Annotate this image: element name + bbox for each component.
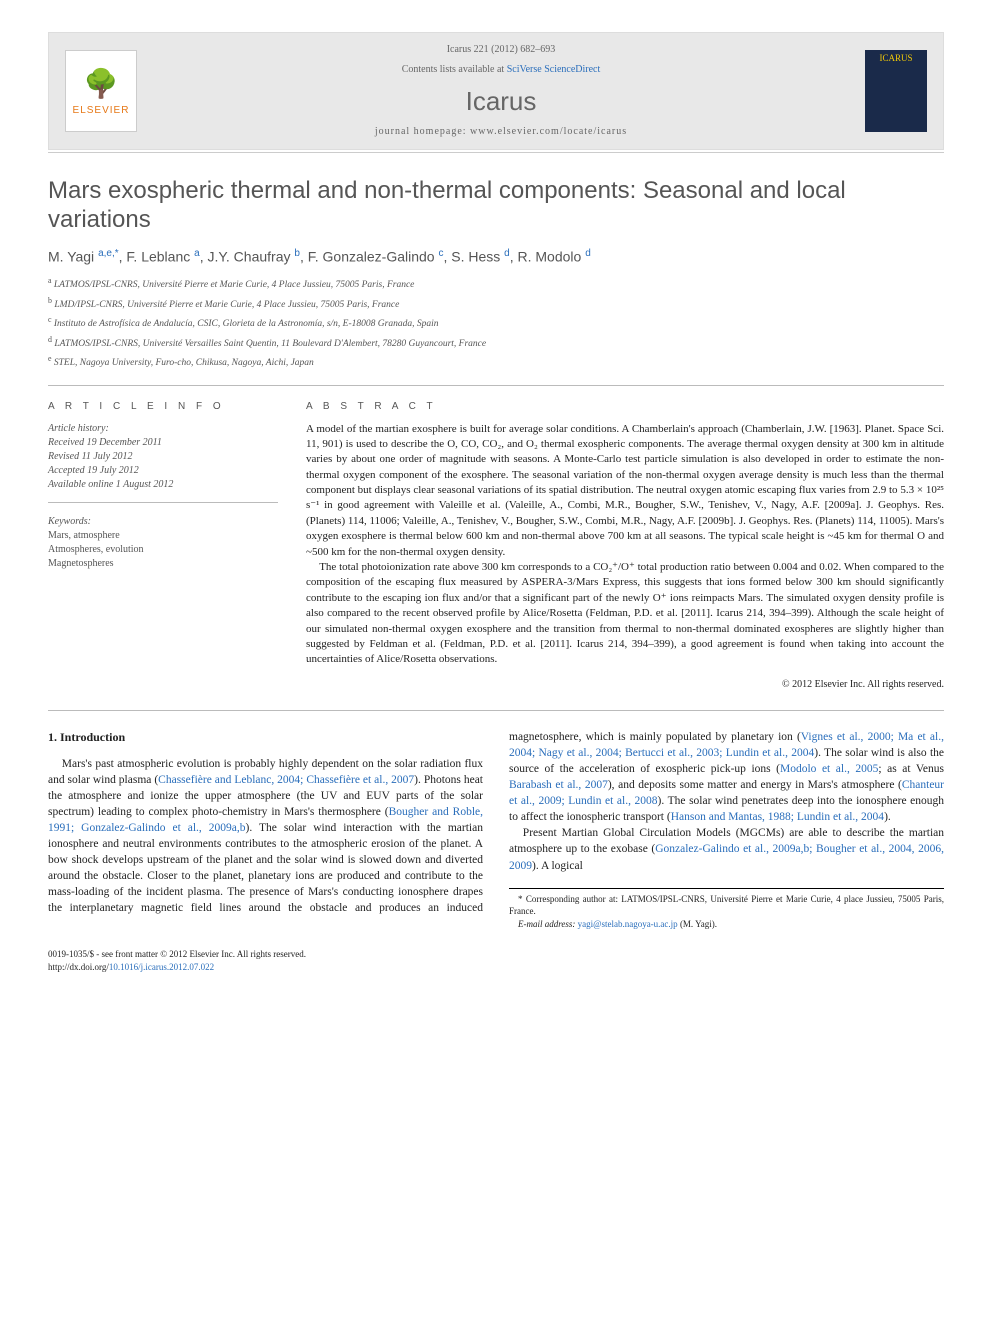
affiliation: d LATMOS/IPSL-CNRS, Université Versaille… bbox=[48, 334, 944, 351]
copyright-line: © 2012 Elsevier Inc. All rights reserved… bbox=[306, 678, 944, 692]
journal-header: 🌳 ELSEVIER Icarus 221 (2012) 682–693 Con… bbox=[48, 32, 944, 150]
cover-title: ICARUS bbox=[879, 52, 912, 65]
affiliation: e STEL, Nagoya University, Furo-cho, Chi… bbox=[48, 353, 944, 370]
history-line: Revised 11 July 2012 bbox=[48, 451, 133, 462]
doi-line: http://dx.doi.org/10.1016/j.icarus.2012.… bbox=[48, 961, 306, 974]
divider bbox=[48, 385, 944, 386]
keywords-label: Keywords: bbox=[48, 516, 91, 527]
citation-link[interactable]: Barabash et al., 2007 bbox=[509, 779, 608, 791]
article-info-heading: A R T I C L E I N F O bbox=[48, 400, 278, 414]
section-heading: 1. Introduction bbox=[48, 729, 483, 746]
front-matter-line: 0019-1035/$ - see front matter © 2012 El… bbox=[48, 948, 306, 961]
elsevier-tree-icon: 🌳 bbox=[84, 65, 119, 104]
history-line: Accepted 19 July 2012 bbox=[48, 465, 139, 476]
history-line: Available online 1 August 2012 bbox=[48, 479, 173, 490]
divider bbox=[48, 152, 944, 153]
abstract-para: A model of the martian exosphere is buil… bbox=[306, 422, 944, 561]
publisher-logo[interactable]: 🌳 ELSEVIER bbox=[65, 50, 137, 132]
keyword: Magnetospheres bbox=[48, 558, 114, 569]
header-center: Icarus 221 (2012) 682–693 Contents lists… bbox=[137, 43, 865, 139]
abstract-heading: A B S T R A C T bbox=[306, 400, 944, 414]
affiliations-block: a LATMOS/IPSL-CNRS, Université Pierre et… bbox=[48, 275, 944, 370]
email-link[interactable]: yagi@stelab.nagoya-u.ac.jp bbox=[578, 919, 678, 929]
history-label: Article history: bbox=[48, 422, 278, 436]
corresponding-author: * Corresponding author at: LATMOS/IPSL-C… bbox=[509, 893, 944, 918]
abstract-col: A B S T R A C T A model of the martian e… bbox=[306, 400, 944, 692]
keyword: Atmospheres, evolution bbox=[48, 544, 144, 555]
authors-line: M. Yagi a,e,*, F. Leblanc a, J.Y. Chaufr… bbox=[48, 247, 944, 267]
footer-left: 0019-1035/$ - see front matter © 2012 El… bbox=[48, 948, 306, 973]
article-history: Article history: Received 19 December 20… bbox=[48, 422, 278, 503]
journal-name: Icarus bbox=[137, 83, 865, 119]
body-columns: 1. Introduction Mars's past atmospheric … bbox=[48, 729, 944, 931]
body-para: Present Martian Global Circulation Model… bbox=[509, 825, 944, 873]
footnote-block: * Corresponding author at: LATMOS/IPSL-C… bbox=[509, 888, 944, 931]
article-info-col: A R T I C L E I N F O Article history: R… bbox=[48, 400, 278, 692]
citation-link[interactable]: Modolo et al., 2005 bbox=[780, 763, 878, 775]
citation-link[interactable]: Chassefière and Leblanc, 2004; Chassefiè… bbox=[158, 774, 414, 786]
homepage-line: journal homepage: www.elsevier.com/locat… bbox=[137, 125, 865, 139]
affiliation: c Instituto de Astrofísica de Andalucía,… bbox=[48, 314, 944, 331]
abstract-para: The total photoionization rate above 300… bbox=[306, 560, 944, 668]
info-abstract-row: A R T I C L E I N F O Article history: R… bbox=[48, 400, 944, 692]
email-line: E-mail address: yagi@stelab.nagoya-u.ac.… bbox=[509, 918, 944, 931]
citation-line: Icarus 221 (2012) 682–693 bbox=[137, 43, 865, 57]
publisher-name: ELSEVIER bbox=[73, 104, 130, 118]
citation-link[interactable]: Hanson and Mantas, 1988; Lundin et al., … bbox=[671, 811, 884, 823]
homepage-url[interactable]: www.elsevier.com/locate/icarus bbox=[470, 126, 627, 137]
keyword: Mars, atmosphere bbox=[48, 530, 120, 541]
affiliation: a LATMOS/IPSL-CNRS, Université Pierre et… bbox=[48, 275, 944, 292]
contents-prefix: Contents lists available at bbox=[402, 64, 507, 75]
abstract-text: A model of the martian exosphere is buil… bbox=[306, 422, 944, 668]
article-title: Mars exospheric thermal and non-thermal … bbox=[48, 177, 944, 235]
divider bbox=[48, 710, 944, 711]
homepage-prefix: journal homepage: bbox=[375, 126, 470, 137]
doi-link[interactable]: 10.1016/j.icarus.2012.07.022 bbox=[109, 962, 214, 972]
journal-cover-thumb[interactable]: ICARUS bbox=[865, 50, 927, 132]
page-footer: 0019-1035/$ - see front matter © 2012 El… bbox=[48, 948, 944, 973]
affiliation: b LMD/IPSL-CNRS, Université Pierre et Ma… bbox=[48, 295, 944, 312]
history-line: Received 19 December 2011 bbox=[48, 437, 162, 448]
contents-line: Contents lists available at SciVerse Sci… bbox=[137, 63, 865, 77]
sciencedirect-link[interactable]: SciVerse ScienceDirect bbox=[507, 64, 601, 75]
keywords-block: Keywords: Mars, atmosphere Atmospheres, … bbox=[48, 515, 278, 571]
